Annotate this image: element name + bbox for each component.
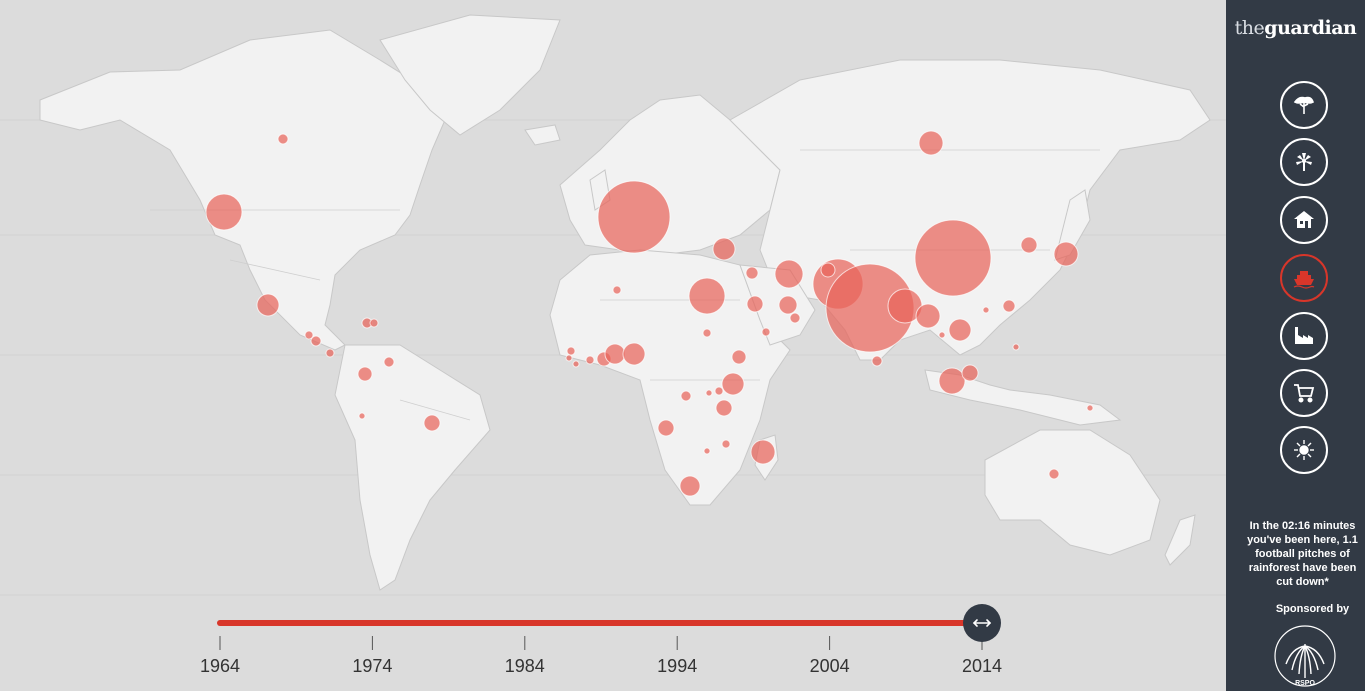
country-bubble[interactable] xyxy=(1053,241,1079,267)
timeline-tick-label: 2004 xyxy=(810,656,850,676)
country-bubble[interactable] xyxy=(871,355,883,367)
timeline-tick-label: 1974 xyxy=(352,656,392,676)
logo-the: the xyxy=(1234,17,1265,39)
country-bubble[interactable] xyxy=(746,295,764,313)
country-bubble[interactable] xyxy=(938,331,946,339)
timeline-handle[interactable] xyxy=(963,604,1001,642)
nav-forest-button[interactable] xyxy=(1280,81,1328,129)
bubble-layer xyxy=(205,130,1094,497)
country-bubble[interactable] xyxy=(325,348,335,358)
country-bubble[interactable] xyxy=(961,364,979,382)
country-bubble[interactable] xyxy=(256,293,280,317)
country-bubble[interactable] xyxy=(358,412,366,420)
timeline-tick-label: 2014 xyxy=(962,656,1002,676)
ship-icon xyxy=(1293,271,1315,289)
country-bubble[interactable] xyxy=(820,262,836,278)
country-bubble[interactable] xyxy=(688,277,726,315)
country-bubble[interactable] xyxy=(1020,236,1038,254)
country-bubble[interactable] xyxy=(679,475,701,497)
country-bubble[interactable] xyxy=(597,180,671,254)
nav-ship-button[interactable] xyxy=(1280,254,1328,302)
country-bubble[interactable] xyxy=(357,366,373,382)
sun-icon xyxy=(1294,440,1314,460)
country-bubble[interactable] xyxy=(721,372,745,396)
country-bubble[interactable] xyxy=(1002,299,1016,313)
country-bubble[interactable] xyxy=(731,349,747,365)
country-bubble[interactable] xyxy=(721,439,731,449)
country-bubble[interactable] xyxy=(585,355,595,365)
country-bubble[interactable] xyxy=(750,439,776,465)
country-bubble[interactable] xyxy=(622,342,646,366)
country-bubble[interactable] xyxy=(572,360,580,368)
sponsored-label: Sponsored by xyxy=(1275,603,1350,615)
country-bubble[interactable] xyxy=(703,447,711,455)
shopping-cart-icon xyxy=(1294,384,1315,403)
country-bubble[interactable] xyxy=(761,327,771,337)
nav-cart-button[interactable] xyxy=(1280,369,1328,417)
palm-tree-icon xyxy=(1296,153,1312,171)
logo-word: guardian xyxy=(1264,17,1357,39)
deforestation-counter: In the 02:16 minutes you've been here, 1… xyxy=(1247,520,1358,588)
country-bubble[interactable] xyxy=(914,219,992,297)
country-bubble[interactable] xyxy=(778,295,798,315)
nav-palm-button[interactable] xyxy=(1280,138,1328,186)
factory-icon xyxy=(1295,327,1313,344)
country-bubble[interactable] xyxy=(310,335,322,347)
country-bubble[interactable] xyxy=(714,386,724,396)
country-bubble[interactable] xyxy=(1012,343,1020,351)
timeline-tick-label: 1964 xyxy=(200,656,240,676)
country-bubble[interactable] xyxy=(702,328,712,338)
nav-sun-button[interactable] xyxy=(1280,426,1328,474)
country-bubble[interactable] xyxy=(604,343,626,365)
country-bubble[interactable] xyxy=(715,399,733,417)
country-bubble[interactable] xyxy=(705,389,713,397)
country-bubble[interactable] xyxy=(712,237,736,261)
house-icon xyxy=(1294,211,1314,228)
country-bubble[interactable] xyxy=(1048,468,1060,480)
country-bubble[interactable] xyxy=(657,419,675,437)
country-bubble[interactable] xyxy=(938,367,966,395)
country-bubble[interactable] xyxy=(948,318,972,342)
country-bubble[interactable] xyxy=(789,312,801,324)
country-bubble[interactable] xyxy=(383,356,395,368)
nav-factory-button[interactable] xyxy=(1280,312,1328,360)
world-map: 1964 1974 1984 1994 2004 2014 xyxy=(39,14,1211,676)
rspo-logo[interactable]: RSPO xyxy=(1270,622,1340,688)
country-bubble[interactable] xyxy=(423,414,441,432)
country-bubble[interactable] xyxy=(745,266,759,280)
guardian-logo[interactable]: theguardian xyxy=(1226,17,1365,39)
country-bubble[interactable] xyxy=(565,354,573,362)
tree-icon xyxy=(1293,96,1314,114)
country-bubble[interactable] xyxy=(1086,404,1094,412)
country-bubble[interactable] xyxy=(205,193,243,231)
country-bubble[interactable] xyxy=(369,318,379,328)
country-bubble[interactable] xyxy=(918,130,944,156)
country-bubble[interactable] xyxy=(774,259,804,289)
country-bubble[interactable] xyxy=(277,133,289,145)
country-bubble[interactable] xyxy=(304,330,314,340)
country-bubble[interactable] xyxy=(982,306,990,314)
svg-text:RSPO: RSPO xyxy=(1295,680,1315,687)
double-arrow-icon xyxy=(972,619,992,627)
country-bubble[interactable] xyxy=(680,390,692,402)
nav-house-button[interactable] xyxy=(1280,196,1328,244)
country-bubble[interactable] xyxy=(612,285,622,295)
timeline[interactable]: 1964 1974 1984 1994 2004 2014 xyxy=(200,604,1002,676)
country-bubble[interactable] xyxy=(566,346,576,356)
timeline-tick-label: 1994 xyxy=(657,656,697,676)
sidebar: theguardian xyxy=(1226,0,1365,691)
timeline-tick-label: 1984 xyxy=(505,656,545,676)
country-bubble[interactable] xyxy=(915,303,941,329)
